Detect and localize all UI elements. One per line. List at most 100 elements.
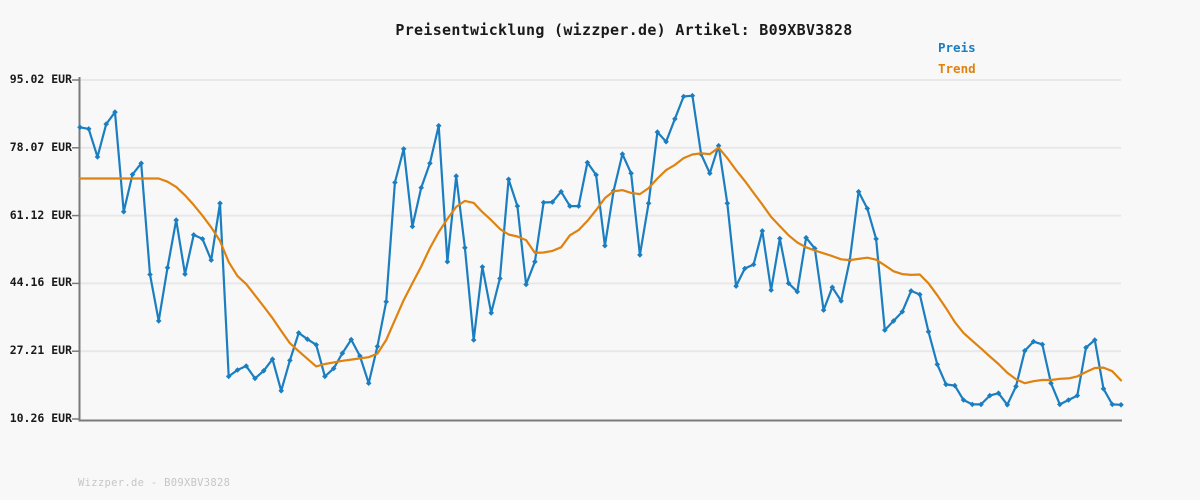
price-marker xyxy=(978,401,984,408)
price-marker xyxy=(1083,344,1089,351)
price-marker xyxy=(129,171,136,178)
price-marker xyxy=(427,160,433,167)
price-marker xyxy=(917,291,923,298)
price-marker xyxy=(348,336,354,343)
price-marker xyxy=(409,223,416,230)
price-marker xyxy=(1109,401,1116,408)
price-marker xyxy=(243,363,249,369)
price-marker xyxy=(470,337,477,343)
price-marker xyxy=(1074,392,1081,399)
price-marker xyxy=(357,353,363,359)
price-marker xyxy=(103,121,109,127)
y-axis-labels: 95.02 EUR 78.07 EUR 61.12 EUR 44.16 EUR 27.2… xyxy=(0,0,72,500)
price-marker xyxy=(374,343,381,350)
price-marker xyxy=(77,124,83,131)
price-marker xyxy=(1030,338,1037,345)
price-marker xyxy=(94,154,101,160)
price-marker xyxy=(724,200,731,207)
price-marker xyxy=(873,236,879,242)
price-marker xyxy=(190,232,197,238)
price-marker xyxy=(112,109,118,115)
price-marker xyxy=(952,382,958,389)
price-marker xyxy=(759,228,766,234)
price-marker xyxy=(1039,341,1046,348)
price-marker xyxy=(628,170,634,177)
price-marker xyxy=(995,390,1002,396)
price-marker xyxy=(497,275,503,282)
legend: Preis Trend xyxy=(938,37,976,79)
y-axis-label: 27.21 EUR xyxy=(9,343,72,358)
price-marker xyxy=(182,271,188,277)
price-marker xyxy=(663,138,669,145)
price-marker xyxy=(1013,383,1019,390)
price-marker xyxy=(199,236,206,242)
price-marker xyxy=(217,200,223,207)
price-marker xyxy=(1118,402,1124,408)
y-axis-label: 10.26 EUR xyxy=(9,411,72,425)
price-marker xyxy=(523,281,529,288)
price-marker xyxy=(803,234,809,241)
price-marker xyxy=(549,199,556,205)
legend-item-trend: Trend xyxy=(938,61,976,76)
price-marker xyxy=(750,261,757,268)
price-marker xyxy=(287,357,293,364)
price-marker xyxy=(829,284,836,291)
price-marker xyxy=(1100,386,1107,392)
price-marker xyxy=(637,252,643,258)
price-marker xyxy=(173,217,179,223)
price-marker xyxy=(418,184,424,191)
price-marker xyxy=(462,244,468,251)
price-marker xyxy=(1022,348,1028,354)
y-axis-label: 44.16 EUR xyxy=(9,275,72,290)
price-marker xyxy=(593,172,599,178)
price-marker xyxy=(1065,397,1072,403)
price-marker xyxy=(1092,337,1098,343)
price-marker xyxy=(1048,380,1054,386)
price-marker xyxy=(147,271,153,278)
price-marker xyxy=(383,298,389,305)
price-marker xyxy=(260,368,267,374)
price-marker xyxy=(689,92,696,99)
price-marker xyxy=(619,151,626,157)
trend-line xyxy=(78,146,1123,385)
price-marker xyxy=(882,327,888,333)
price-marker xyxy=(777,235,783,242)
price-marker xyxy=(925,328,932,335)
price-marker xyxy=(584,159,591,166)
price-marker xyxy=(567,203,573,209)
price-marker xyxy=(943,381,949,388)
price-marker xyxy=(715,142,722,149)
price-marker xyxy=(680,93,687,100)
price-marker xyxy=(120,208,127,215)
price-marker xyxy=(479,264,486,270)
price-marker xyxy=(304,336,311,342)
price-marker xyxy=(339,350,346,356)
price-marker xyxy=(295,330,302,336)
price-marker xyxy=(453,173,459,179)
price-marker xyxy=(435,122,442,129)
price-marker xyxy=(505,176,512,183)
price-marker xyxy=(138,160,144,167)
price-marker xyxy=(864,205,871,212)
price-marker xyxy=(575,203,582,209)
price-marker xyxy=(514,203,521,209)
price-marker xyxy=(768,287,774,293)
price-marker xyxy=(365,380,372,386)
price-marker xyxy=(960,397,967,403)
price-marker xyxy=(444,258,451,265)
price-marker xyxy=(269,356,276,362)
price-marker xyxy=(488,310,494,316)
price-marker xyxy=(785,280,792,287)
price-marker xyxy=(400,146,407,152)
price-marker xyxy=(1057,401,1063,408)
price-marker xyxy=(234,367,241,373)
price-marker xyxy=(602,242,608,249)
chart-title: Preisentwicklung (wizzper.de) Artikel: B… xyxy=(395,21,853,39)
price-marker xyxy=(654,129,661,135)
price-marker xyxy=(890,318,897,324)
price-marker xyxy=(742,265,748,272)
price-marker xyxy=(208,257,214,263)
price-marker xyxy=(820,307,827,313)
